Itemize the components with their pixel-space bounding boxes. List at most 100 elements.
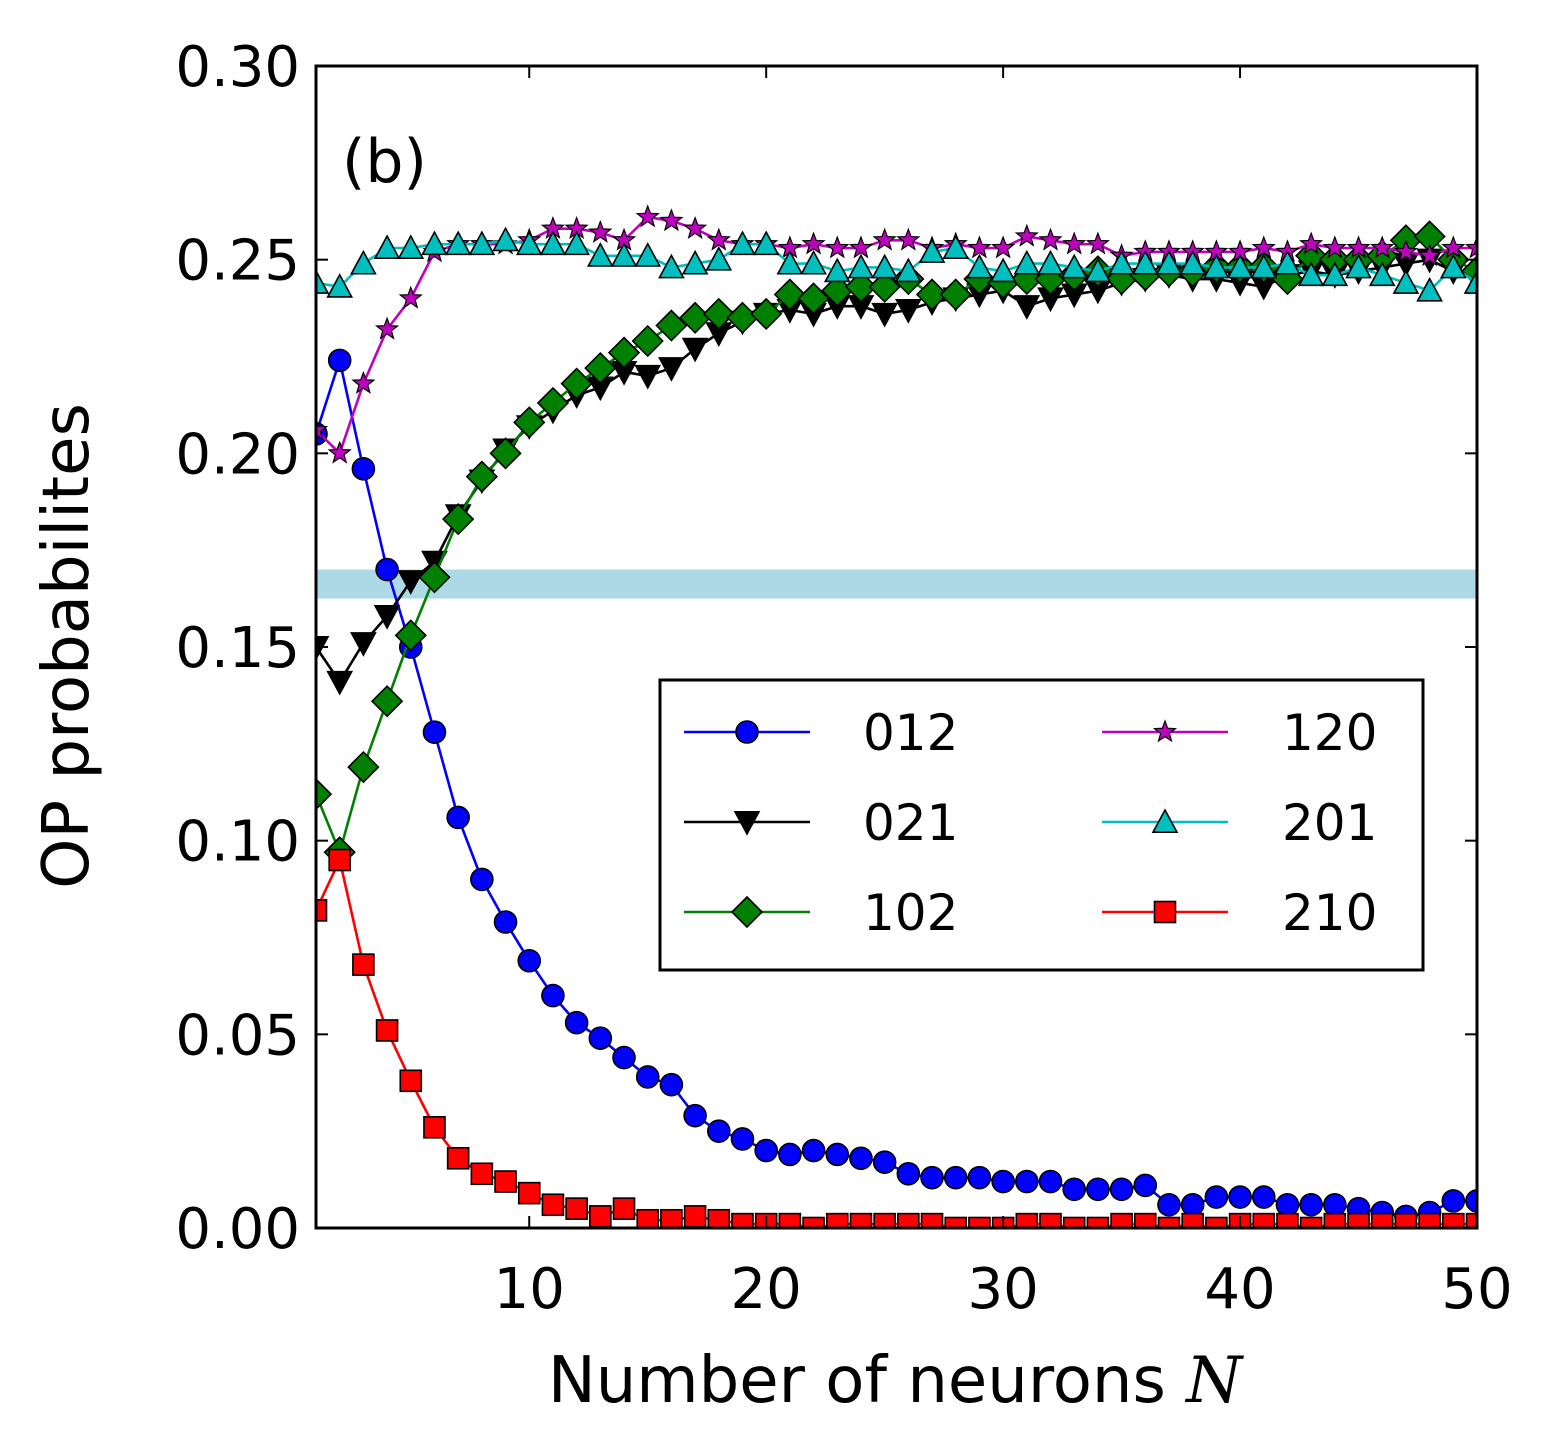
data-point-012 [849,1146,873,1171]
x-axis-symbol: N [1184,1344,1244,1418]
data-point-210 [1133,1212,1157,1228]
data-point-012 [1062,1177,1087,1202]
data-point-102 [844,270,878,303]
data-point-210 [849,1212,873,1228]
data-point-210 [612,1197,636,1220]
legend-marker-021 [733,810,761,836]
legend-item-120: 120 [1102,704,1377,762]
y-tick-label: 0.10 [175,810,300,875]
data-point-210 [541,1193,565,1217]
data-point-201 [373,234,401,260]
data-point-102 [584,351,617,385]
legend-item-102: 102 [684,884,958,942]
data-point-102 [536,386,570,420]
data-point-201 [326,273,354,298]
reference-band [316,569,1477,599]
data-point-210 [1086,1216,1110,1228]
data-point-210 [1205,1216,1228,1228]
data-point-102 [750,297,783,331]
data-point-210 [1323,1212,1347,1228]
data-point-210 [968,1216,991,1228]
data-point-201 [729,230,756,256]
data-point-201 [397,234,425,260]
data-point-210 [897,1212,920,1228]
data-point-201 [800,249,827,275]
data-point-201 [1274,249,1301,275]
data-point-012 [943,1165,968,1190]
data-point-120 [1346,235,1371,259]
legend: 012 021 102 120 201 210 [658,678,1425,972]
series-201 [316,226,1477,302]
data-point-201 [1368,261,1396,287]
data-point-120 [1441,235,1466,259]
data-point-120 [825,235,850,259]
legend-item-021: 021 [684,794,958,852]
data-point-201 [586,242,614,267]
data-point-201 [1013,249,1041,275]
data-point-012 [991,1169,1015,1194]
legend-label-120: 120 [1282,704,1377,762]
data-point-201 [1439,253,1467,279]
data-point-120 [327,440,352,464]
plot-area [314,64,1479,1230]
data-point-210 [660,1208,683,1228]
data-point-012 [1015,1169,1039,1194]
data-point-201 [1131,249,1159,275]
data-point-201 [1179,249,1207,275]
data-point-012 [1180,1192,1205,1217]
data-point-210 [589,1205,612,1228]
data-point-012 [470,867,494,892]
data-point-210 [565,1197,588,1220]
data-point-201 [1345,253,1372,279]
data-point-120 [351,370,376,394]
data-point-201 [1416,276,1443,302]
data-point-102 [655,309,688,342]
data-point-201 [421,230,448,256]
data-point-012 [375,557,399,582]
data-point-210 [328,848,351,872]
data-point-201 [989,257,1017,283]
data-point-210 [375,1019,399,1042]
data-point-201 [681,249,709,275]
legend-marker-012 [735,720,759,744]
data-point-210 [1370,1212,1394,1228]
data-point-021 [634,364,662,390]
data-point-120 [682,215,708,239]
data-point-021 [326,670,354,696]
data-point-120 [1062,231,1087,255]
data-point-012 [635,1065,660,1089]
data-point-120 [1322,235,1347,259]
data-point-012 [541,983,565,1008]
data-point-120 [659,208,684,232]
data-point-012 [446,805,470,830]
data-point-012 [659,1072,684,1097]
data-point-201 [492,226,519,252]
data-point-120 [1464,235,1477,259]
data-point-210 [1015,1212,1039,1228]
data-point-102 [418,561,451,594]
data-point-102 [702,297,735,331]
data-point-012 [920,1165,944,1190]
data-point-201 [752,230,780,256]
data-point-210 [1299,1216,1323,1228]
data-point-201 [658,253,685,279]
data-point-012 [1465,1189,1477,1213]
x-axis-title-text: Number of neurons [548,1344,1166,1418]
legend-label-201: 201 [1282,794,1377,852]
data-point-201 [515,230,543,256]
data-point-102 [489,437,522,470]
data-point-120 [801,231,826,255]
data-point-021 [350,632,377,657]
x-axis-title: Number of neurons N [548,1344,1244,1418]
y-tick-label: 0.00 [175,1197,300,1262]
data-point-201 [918,238,946,263]
data-point-210 [1418,1212,1441,1228]
data-point-012 [1299,1192,1323,1217]
data-point-210 [1252,1212,1276,1228]
data-point-201 [1392,269,1420,294]
data-point-210 [944,1216,968,1228]
data-point-201 [1155,249,1183,275]
data-point-201 [563,230,590,256]
data-point-210 [825,1212,849,1228]
data-point-021 [373,605,401,630]
